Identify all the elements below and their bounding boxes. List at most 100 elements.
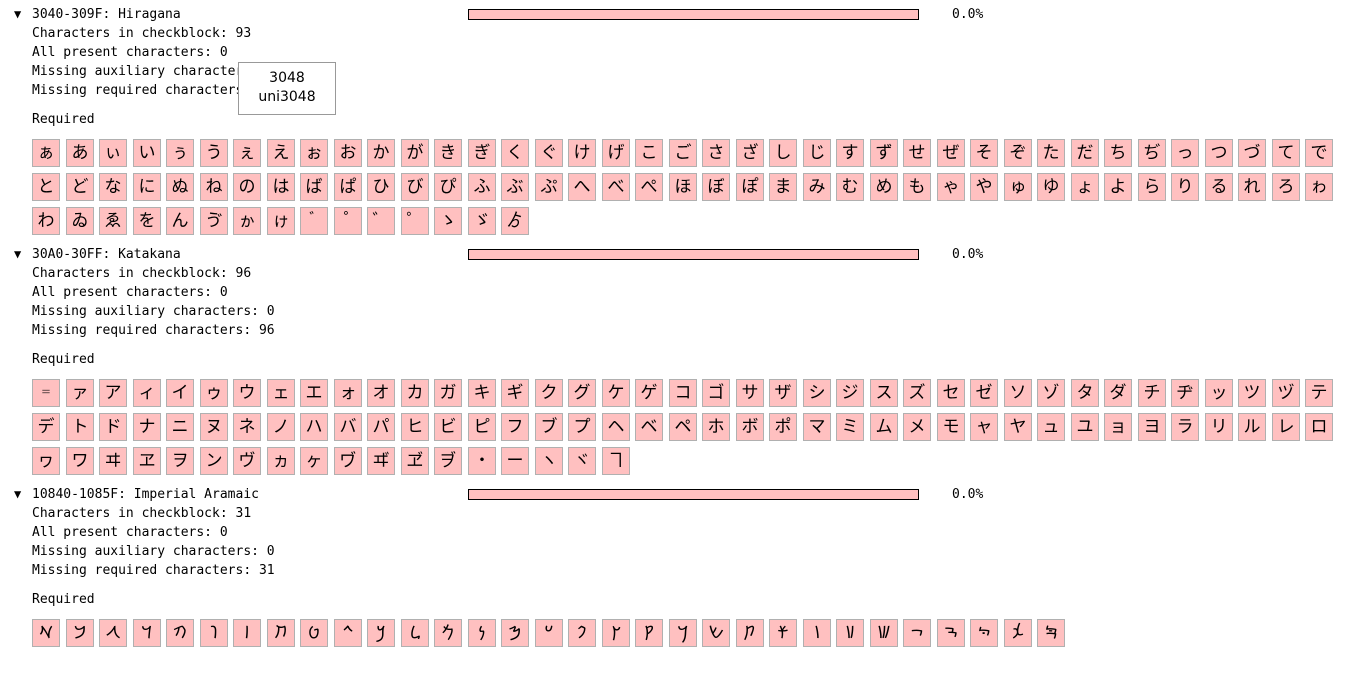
missing-glyph-cell[interactable]: づ xyxy=(1238,139,1266,167)
missing-glyph-cell[interactable]: ュ xyxy=(1037,413,1065,441)
missing-glyph-cell[interactable]: ゅ xyxy=(1004,173,1032,201)
missing-glyph-cell[interactable]: グ xyxy=(568,379,596,407)
missing-glyph-cell[interactable]: ヿ xyxy=(602,447,630,475)
missing-glyph-cell[interactable]: げ xyxy=(602,139,630,167)
missing-glyph-cell[interactable]: ご xyxy=(669,139,697,167)
missing-glyph-cell[interactable]: ぜ xyxy=(937,139,965,167)
missing-glyph-cell[interactable]: ・ xyxy=(468,447,496,475)
missing-glyph-cell[interactable]: ゲ xyxy=(635,379,663,407)
missing-glyph-cell[interactable]: ゝ xyxy=(434,207,462,235)
missing-glyph-cell[interactable]: 𐡏 xyxy=(535,619,563,647)
missing-glyph-cell[interactable]: ヌ xyxy=(200,413,228,441)
missing-glyph-cell[interactable]: ベ xyxy=(635,413,663,441)
missing-glyph-cell[interactable]: ジ xyxy=(836,379,864,407)
checkblock-title[interactable]: 3040-309F: Hiragana xyxy=(32,7,181,22)
missing-glyph-cell[interactable]: 𐡝 xyxy=(970,619,998,647)
missing-glyph-cell[interactable]: も xyxy=(903,173,931,201)
missing-glyph-cell[interactable]: ざ xyxy=(736,139,764,167)
missing-glyph-cell[interactable]: ヰ xyxy=(99,447,127,475)
missing-glyph-cell[interactable]: の xyxy=(233,173,261,201)
missing-glyph-cell[interactable]: ね xyxy=(200,173,228,201)
missing-glyph-cell[interactable]: ザ xyxy=(769,379,797,407)
missing-glyph-cell[interactable]: ワ xyxy=(66,447,94,475)
missing-glyph-cell[interactable]: ぺ xyxy=(635,173,663,201)
missing-glyph-cell[interactable]: ゛ xyxy=(367,207,395,235)
missing-glyph-cell[interactable]: た xyxy=(1037,139,1065,167)
missing-glyph-cell[interactable]: に xyxy=(133,173,161,201)
missing-glyph-cell[interactable]: ゐ xyxy=(66,207,94,235)
missing-glyph-cell[interactable]: ゴ xyxy=(702,379,730,407)
missing-glyph-cell[interactable]: ビ xyxy=(434,413,462,441)
missing-glyph-cell[interactable]: パ xyxy=(367,413,395,441)
missing-glyph-cell[interactable]: ヴ xyxy=(233,447,261,475)
missing-glyph-cell[interactable]: ゾ xyxy=(1037,379,1065,407)
missing-glyph-cell[interactable]: ぬ xyxy=(166,173,194,201)
missing-glyph-cell[interactable]: セ xyxy=(937,379,965,407)
missing-glyph-cell[interactable]: を xyxy=(133,207,161,235)
missing-glyph-cell[interactable]: ス xyxy=(870,379,898,407)
missing-glyph-cell[interactable]: ゎ xyxy=(1305,173,1333,201)
missing-glyph-cell[interactable]: ズ xyxy=(903,379,931,407)
missing-glyph-cell[interactable]: ッ xyxy=(1205,379,1233,407)
missing-glyph-cell[interactable]: ら xyxy=(1138,173,1166,201)
missing-glyph-cell[interactable]: そ xyxy=(970,139,998,167)
missing-glyph-cell[interactable]: か xyxy=(367,139,395,167)
missing-glyph-cell[interactable]: エ xyxy=(300,379,328,407)
missing-glyph-cell[interactable]: 𐡄 xyxy=(166,619,194,647)
missing-glyph-cell[interactable]: ぅ xyxy=(166,139,194,167)
missing-glyph-cell[interactable]: せ xyxy=(903,139,931,167)
missing-glyph-cell[interactable]: ぇ xyxy=(233,139,261,167)
missing-glyph-cell[interactable]: ケ xyxy=(602,379,630,407)
missing-glyph-cell[interactable]: ゚ xyxy=(334,207,362,235)
missing-glyph-cell[interactable]: ヽ xyxy=(535,447,563,475)
missing-glyph-cell[interactable]: ゔ xyxy=(200,207,228,235)
missing-glyph-cell[interactable]: バ xyxy=(334,413,362,441)
missing-glyph-cell[interactable]: ず xyxy=(870,139,898,167)
missing-glyph-cell[interactable]: び xyxy=(401,173,429,201)
missing-glyph-cell[interactable]: ぷ xyxy=(535,173,563,201)
missing-glyph-cell[interactable]: 𐡆 xyxy=(233,619,261,647)
missing-glyph-cell[interactable]: 𐡗 xyxy=(769,619,797,647)
missing-glyph-cell[interactable]: ソ xyxy=(1004,379,1032,407)
missing-glyph-cell[interactable]: わ xyxy=(32,207,60,235)
missing-glyph-cell[interactable]: 𐡛 xyxy=(903,619,931,647)
missing-glyph-cell[interactable]: れ xyxy=(1238,173,1266,201)
missing-glyph-cell[interactable]: が xyxy=(401,139,429,167)
missing-glyph-cell[interactable]: ヵ xyxy=(267,447,295,475)
missing-glyph-cell[interactable]: 𐡘 xyxy=(803,619,831,647)
missing-glyph-cell[interactable]: 𐡑 xyxy=(602,619,630,647)
missing-glyph-cell[interactable]: ゥ xyxy=(200,379,228,407)
missing-glyph-cell[interactable]: 𐡕 xyxy=(736,619,764,647)
missing-glyph-cell[interactable]: り xyxy=(1171,173,1199,201)
missing-glyph-cell[interactable]: レ xyxy=(1272,413,1300,441)
missing-glyph-cell[interactable]: す xyxy=(836,139,864,167)
missing-glyph-cell[interactable]: ぐ xyxy=(535,139,563,167)
missing-glyph-cell[interactable]: モ xyxy=(937,413,965,441)
missing-glyph-cell[interactable]: 𐡈 xyxy=(300,619,328,647)
missing-glyph-cell[interactable]: な xyxy=(99,173,127,201)
missing-glyph-cell[interactable]: ゼ xyxy=(970,379,998,407)
missing-glyph-cell[interactable]: ミ xyxy=(836,413,864,441)
missing-glyph-cell[interactable]: 𐡁 xyxy=(66,619,94,647)
missing-glyph-cell[interactable]: オ xyxy=(367,379,395,407)
missing-glyph-cell[interactable]: と xyxy=(32,173,60,201)
missing-glyph-cell[interactable]: じ xyxy=(803,139,831,167)
missing-glyph-cell[interactable]: き xyxy=(434,139,462,167)
missing-glyph-cell[interactable]: ぞ xyxy=(1004,139,1032,167)
missing-glyph-cell[interactable]: て xyxy=(1272,139,1300,167)
missing-glyph-cell[interactable]: ば xyxy=(300,173,328,201)
missing-glyph-cell[interactable]: ヺ xyxy=(434,447,462,475)
missing-glyph-cell[interactable]: つ xyxy=(1205,139,1233,167)
missing-glyph-cell[interactable]: 𐡐 xyxy=(568,619,596,647)
missing-glyph-cell[interactable]: あ xyxy=(66,139,94,167)
missing-glyph-cell[interactable]: ん xyxy=(166,207,194,235)
missing-glyph-cell[interactable]: る xyxy=(1205,173,1233,201)
missing-glyph-cell[interactable]: ァ xyxy=(66,379,94,407)
missing-glyph-cell[interactable]: ぉ xyxy=(300,139,328,167)
missing-glyph-cell[interactable]: ピ xyxy=(468,413,496,441)
missing-glyph-cell[interactable]: ド xyxy=(99,413,127,441)
missing-glyph-cell[interactable]: ヮ xyxy=(32,447,60,475)
missing-glyph-cell[interactable]: ヅ xyxy=(1272,379,1300,407)
missing-glyph-cell[interactable]: ヒ xyxy=(401,413,429,441)
missing-glyph-cell[interactable]: ヤ xyxy=(1004,413,1032,441)
